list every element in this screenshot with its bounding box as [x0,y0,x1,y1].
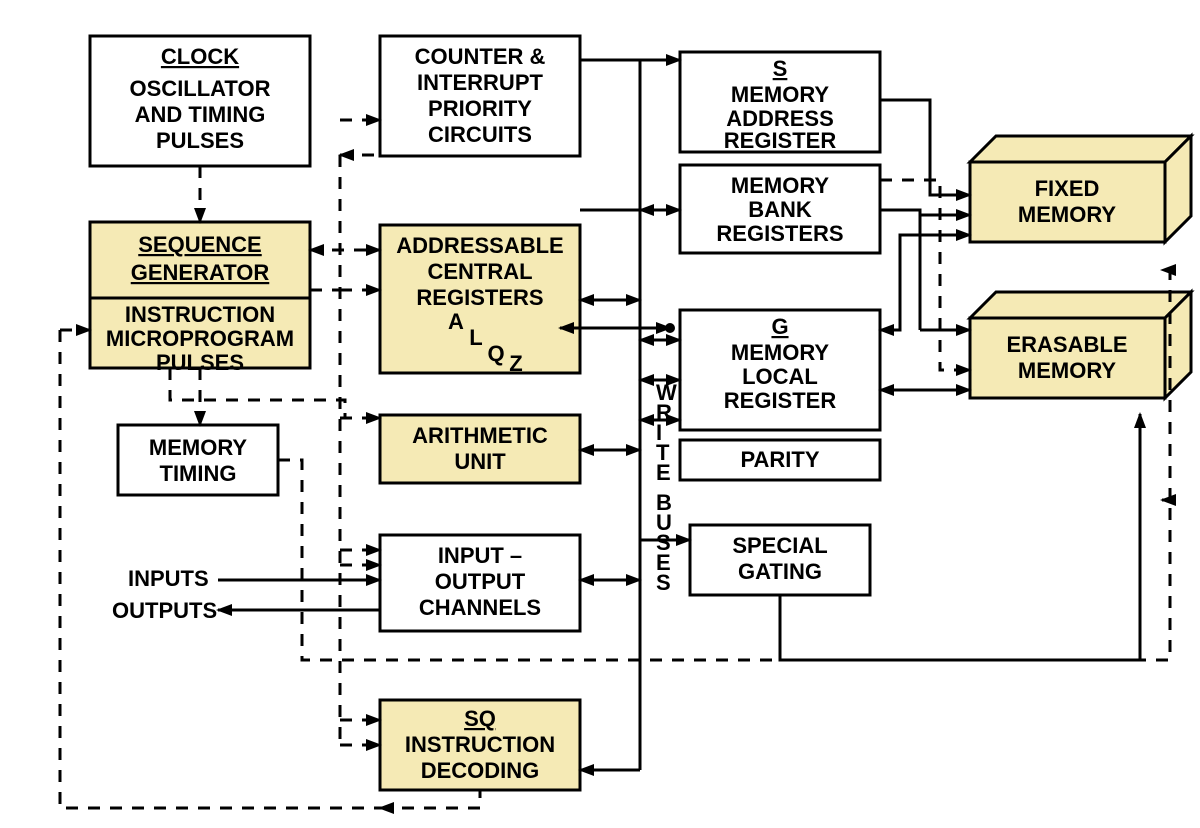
node-text: OSCILLATOR [130,76,271,101]
node-counter: COUNTER &INTERRUPTPRIORITYCIRCUITS [380,36,580,156]
node-text: ADDRESSABLE [396,233,563,258]
node-clock: CLOCK OSCILLATORAND TIMINGPULSES [90,36,310,166]
node-text: CHANNELS [419,595,541,620]
node-text: TIMING [160,461,237,486]
node-sreg: SMEMORYADDRESSREGISTER [680,52,880,153]
node-text: GATING [738,559,822,584]
node-text: PRIORITY [428,96,532,121]
node-text: UNIT [454,449,506,474]
node-text: S [773,56,788,81]
node-text: CLOCK [161,44,239,69]
node-text: AND TIMING [135,102,266,127]
node-text: SPECIAL [732,533,827,558]
node-text: FIXED [1035,176,1100,201]
node-text: MEMORY [731,173,830,198]
label-bus: WRITE BUSES [656,380,677,595]
node-text: LOCAL [742,364,818,389]
edge [60,330,380,808]
node-text: G [771,314,788,339]
node-text: ARITHMETIC [412,423,548,448]
node-text: REGISTER [724,388,837,413]
node-mbank: MEMORYBANKREGISTERS [680,165,880,253]
node-acr: ADDRESSABLECENTRALREGISTERSALQZ [380,225,580,376]
edge [380,790,480,808]
node-text: CENTRAL [427,259,532,284]
node-text: INPUT – [438,543,522,568]
node-text: MEMORY [149,435,248,460]
node-text: INSTRUCTION [125,302,275,327]
node-text: MEMORY [1018,358,1117,383]
node-alu: ARITHMETICUNIT [380,415,580,483]
node-text: MEMORY [1018,202,1117,227]
node-text: A [448,309,464,334]
node-parity: PARITY [680,440,880,480]
block-diagram: CLOCK OSCILLATORAND TIMINGPULSES SEQUENCE G… [0,0,1200,828]
node-text: REGISTERS [716,221,843,246]
node-text: MICROPROGRAM [106,326,294,351]
node-text: INSTRUCTION [405,732,555,757]
node-text: SQ [464,706,496,731]
node-fixed: FIXEDMEMORY [970,136,1191,242]
node-spgate: SPECIALGATING [690,525,870,595]
node-text: DECODING [421,758,540,783]
node-text: GENERATOR [131,260,270,285]
node-sq: SQINSTRUCTIONDECODING [380,700,580,790]
node-text: L [469,325,482,350]
label-inputs: INPUTS [128,566,209,591]
node-seqgen: SEQUENCE GENERATOR INSTRUCTIONMICROPROGRAM… [90,222,310,375]
node-text: OUTPUT [435,569,526,594]
node-text: MEMORY [731,340,830,365]
node-erase: ERASABLEMEMORY [970,292,1191,398]
node-text: INTERRUPT [417,70,543,95]
node-text: Z [509,351,522,376]
node-memtim: MEMORYTIMING [118,425,278,495]
node-text: REGISTER [724,128,837,153]
node-text: CIRCUITS [428,122,532,147]
node-text: ERASABLE [1006,332,1127,357]
node-text: REGISTERS [416,285,543,310]
node-text: COUNTER & [415,44,546,69]
node-text: PULSES [156,128,244,153]
node-text: SEQUENCE [138,232,261,257]
edge [880,235,970,330]
node-text: MEMORY [731,82,830,107]
node-io: INPUT –OUTPUTCHANNELS [380,535,580,631]
node-text: Q [487,341,504,366]
label-outputs: OUTPUTS [112,598,217,623]
edge [170,368,345,418]
node-greg: GMEMORYLOCALREGISTER [680,310,880,430]
node-text: BANK [748,197,812,222]
node-text: PARITY [740,447,819,472]
